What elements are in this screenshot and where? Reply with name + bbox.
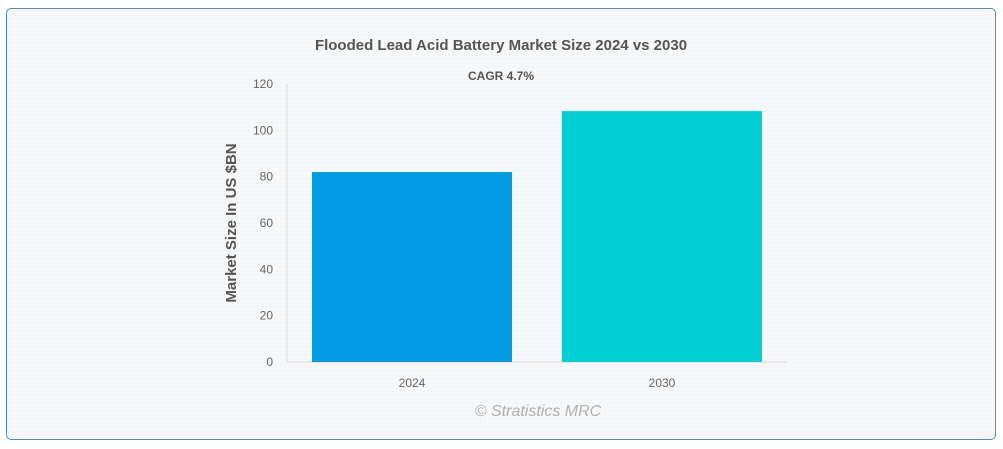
y-tick-label: 80 bbox=[260, 170, 274, 184]
y-tick-label: 100 bbox=[253, 123, 273, 137]
credit-watermark: © Stratistics MRC bbox=[475, 403, 602, 420]
x-tick-label: 2024 bbox=[399, 376, 426, 390]
bar-2024[interactable] bbox=[312, 172, 512, 362]
y-tick-label: 0 bbox=[266, 355, 273, 369]
y-tick-label: 60 bbox=[260, 216, 274, 230]
bar-2030[interactable] bbox=[562, 111, 762, 362]
chart-subtitle: CAGR 4.7% bbox=[468, 69, 534, 83]
y-tick-labels: 0 20 40 60 80 100 120 bbox=[253, 77, 273, 369]
bars bbox=[312, 111, 762, 362]
y-tick-label: 120 bbox=[253, 77, 273, 91]
y-tick-label: 40 bbox=[260, 262, 274, 276]
y-axis-label: Market Size In US $BN bbox=[223, 143, 240, 302]
y-tick-label: 20 bbox=[260, 309, 274, 323]
x-tick-label: 2030 bbox=[649, 376, 676, 390]
x-tick-labels: 2024 2030 bbox=[399, 376, 676, 390]
chart-title: Flooded Lead Acid Battery Market Size 20… bbox=[315, 37, 687, 54]
